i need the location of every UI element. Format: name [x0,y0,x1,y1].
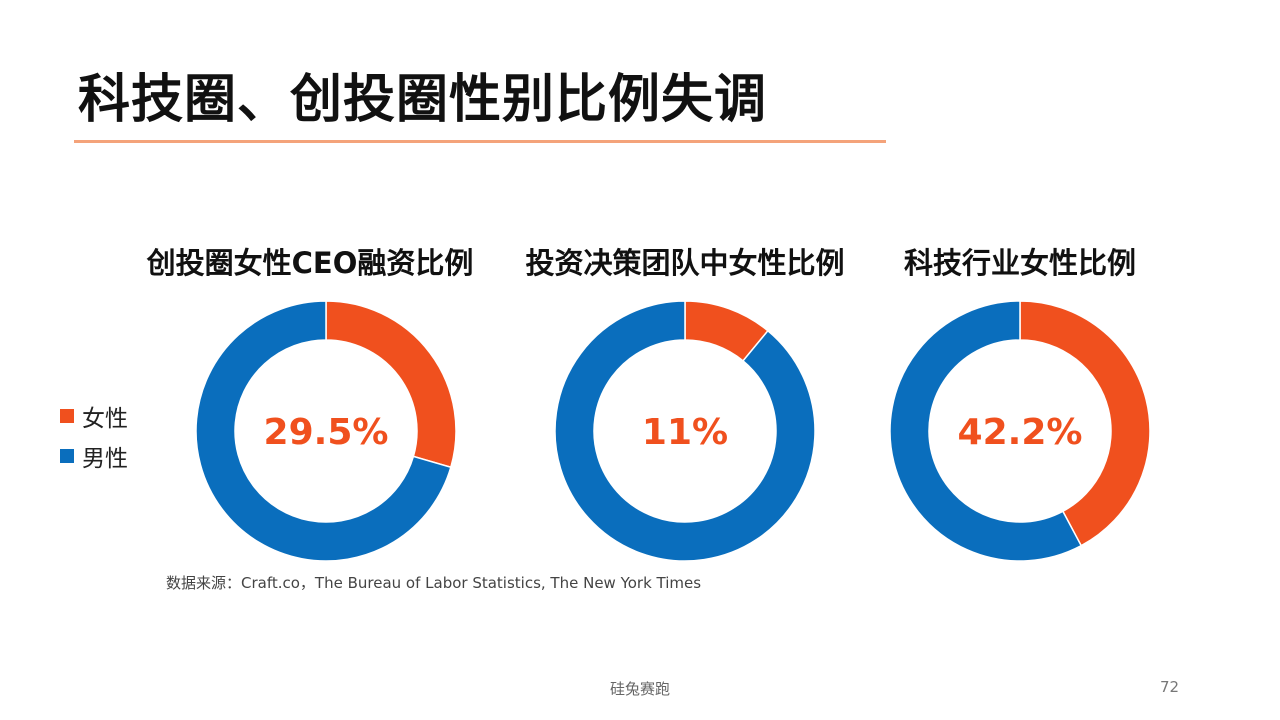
donut-slice-female [1019,300,1151,547]
legend-swatch-male [60,449,74,463]
chart-title-tech-industry: 科技行业女性比例 [903,246,1136,280]
donut-chart-investment-team: 11% [554,300,816,562]
legend-item-male: 男性 [60,436,128,476]
donut-center-label: 11% [642,412,728,453]
legend-label-female: 女性 [82,406,128,432]
source-note: 数据来源：Craft.co，The Bureau of Labor Statis… [166,574,702,592]
donut-chart-ceo-funding: 29.5% [195,300,457,562]
page-number: 72 [1160,678,1180,696]
legend: 女性 男性 [60,396,128,476]
footer-brand: 硅兔赛跑 [609,680,670,698]
donut-slice-male [889,300,1083,562]
donut-center-label: 29.5% [264,412,389,453]
title-underline [74,140,886,143]
chart-title-investment-team: 投资决策团队中女性比例 [525,246,845,280]
slide-title: 科技圈、创投圈性别比例失调 [78,70,768,130]
chart-title-ceo-funding: 创投圈女性CEO融资比例 [146,246,474,280]
donut-slice-male [195,300,452,562]
legend-label-male: 男性 [82,446,128,472]
donut-slice-male [554,300,816,562]
legend-item-female: 女性 [60,396,128,436]
legend-swatch-female [60,409,74,423]
donut-center-label: 42.2% [958,412,1083,453]
donut-chart-tech-industry: 42.2% [889,300,1151,562]
